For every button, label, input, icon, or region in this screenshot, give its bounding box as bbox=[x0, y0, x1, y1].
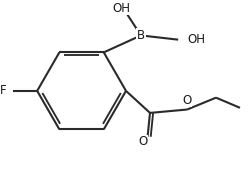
Text: O: O bbox=[182, 94, 191, 107]
Text: F: F bbox=[0, 84, 7, 97]
Text: OH: OH bbox=[187, 33, 205, 46]
Text: O: O bbox=[138, 135, 147, 148]
Text: OH: OH bbox=[112, 2, 130, 15]
Text: B: B bbox=[136, 29, 144, 42]
